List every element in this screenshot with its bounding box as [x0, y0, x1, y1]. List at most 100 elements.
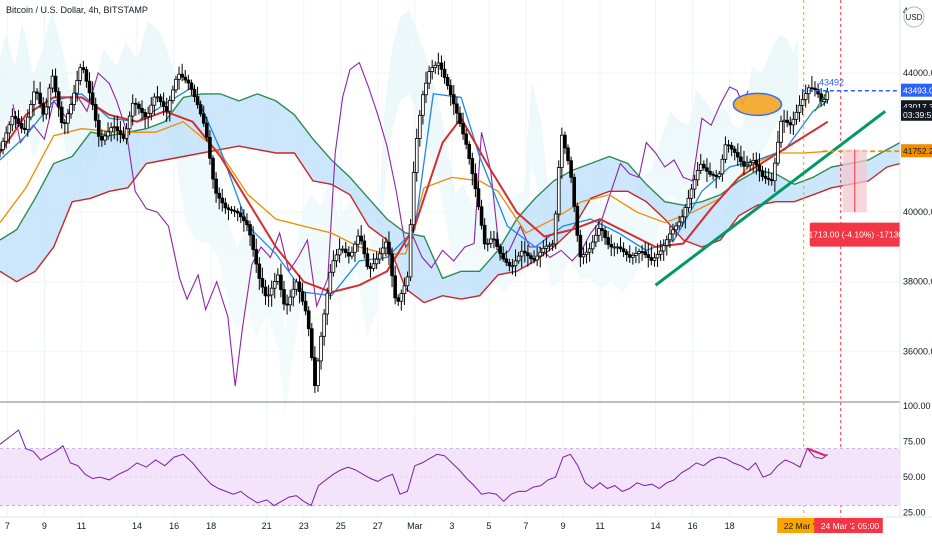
- bearish-candle[interactable]: [739, 156, 743, 163]
- bullish-candle[interactable]: [803, 93, 808, 100]
- bearish-candle[interactable]: [785, 119, 789, 123]
- bearish-candle[interactable]: [467, 143, 472, 160]
- bullish-candle[interactable]: [720, 158, 725, 175]
- bullish-candle[interactable]: [421, 94, 425, 116]
- bullish-candle[interactable]: [7, 124, 12, 134]
- bullish-candle[interactable]: [405, 276, 410, 287]
- bullish-candle[interactable]: [411, 172, 416, 226]
- bearish-candle[interactable]: [649, 257, 654, 261]
- bearish-candle[interactable]: [445, 77, 450, 86]
- bearish-candle[interactable]: [238, 212, 243, 218]
- bearish-candle[interactable]: [343, 248, 348, 253]
- bullish-candle[interactable]: [612, 246, 617, 249]
- bullish-candle[interactable]: [356, 235, 360, 245]
- bullish-candle[interactable]: [124, 128, 129, 139]
- bearish-candle[interactable]: [396, 297, 401, 302]
- bullish-candle[interactable]: [547, 244, 552, 247]
- bearish-candle[interactable]: [245, 220, 249, 226]
- bearish-candle[interactable]: [251, 234, 255, 250]
- bearish-candle[interactable]: [742, 161, 746, 167]
- bullish-candle[interactable]: [291, 288, 296, 298]
- bearish-candle[interactable]: [53, 75, 58, 93]
- bullish-candle[interactable]: [692, 179, 697, 190]
- bullish-candle[interactable]: [75, 80, 79, 94]
- bullish-candle[interactable]: [0, 149, 2, 151]
- bearish-candle[interactable]: [609, 244, 614, 248]
- bullish-candle[interactable]: [590, 241, 595, 250]
- bearish-candle[interactable]: [189, 82, 194, 90]
- bearish-candle[interactable]: [211, 157, 215, 180]
- bearish-candle[interactable]: [766, 177, 771, 180]
- bullish-candle[interactable]: [748, 162, 752, 166]
- bullish-candle[interactable]: [316, 360, 320, 386]
- bearish-candle[interactable]: [223, 202, 228, 209]
- bearish-candle[interactable]: [526, 252, 530, 257]
- bullish-candle[interactable]: [556, 167, 561, 215]
- bearish-candle[interactable]: [186, 79, 191, 84]
- bearish-candle[interactable]: [726, 144, 731, 147]
- bullish-candle[interactable]: [152, 96, 157, 106]
- bullish-candle[interactable]: [695, 170, 700, 181]
- bearish-candle[interactable]: [763, 176, 768, 179]
- bullish-candle[interactable]: [155, 96, 160, 99]
- bullish-candle[interactable]: [319, 335, 323, 362]
- bullish-candle[interactable]: [516, 255, 521, 262]
- bullish-candle[interactable]: [587, 248, 592, 253]
- bullish-candle[interactable]: [535, 255, 539, 261]
- bullish-candle[interactable]: [791, 118, 796, 126]
- bullish-candle[interactable]: [510, 265, 515, 268]
- bearish-candle[interactable]: [816, 89, 820, 95]
- bearish-candle[interactable]: [161, 101, 166, 107]
- bearish-candle[interactable]: [606, 237, 610, 245]
- bullish-candle[interactable]: [4, 132, 8, 142]
- bullish-candle[interactable]: [414, 138, 419, 173]
- bearish-candle[interactable]: [498, 246, 502, 254]
- bearish-candle[interactable]: [702, 163, 706, 169]
- bearish-candle[interactable]: [492, 238, 496, 241]
- bullish-candle[interactable]: [294, 281, 299, 290]
- bearish-candle[interactable]: [208, 136, 212, 159]
- bearish-candle[interactable]: [134, 102, 138, 105]
- bearish-candle[interactable]: [93, 104, 98, 121]
- bullish-candle[interactable]: [541, 247, 546, 253]
- bearish-candle[interactable]: [470, 158, 475, 175]
- bullish-candle[interactable]: [698, 163, 703, 171]
- bullish-candle[interactable]: [436, 62, 441, 66]
- bearish-candle[interactable]: [205, 122, 209, 138]
- bearish-candle[interactable]: [479, 206, 484, 226]
- bearish-candle[interactable]: [476, 188, 481, 208]
- bullish-candle[interactable]: [334, 254, 339, 262]
- bullish-candle[interactable]: [337, 248, 342, 256]
- bearish-candle[interactable]: [282, 289, 286, 305]
- bullish-candle[interactable]: [751, 159, 756, 164]
- bearish-candle[interactable]: [63, 122, 67, 124]
- bearish-candle[interactable]: [235, 211, 240, 214]
- bearish-candle[interactable]: [387, 241, 391, 255]
- ascending-trendline[interactable]: [654, 110, 887, 287]
- bullish-candle[interactable]: [631, 254, 635, 258]
- drawing-overlays[interactable]: 43492 -1713.00 (-4.10%) -171300: [654, 0, 908, 525]
- bearish-candle[interactable]: [362, 240, 367, 255]
- bearish-candle[interactable]: [248, 224, 252, 236]
- bearish-candle[interactable]: [232, 210, 237, 212]
- bearish-candle[interactable]: [368, 266, 373, 269]
- bearish-candle[interactable]: [220, 197, 225, 204]
- bearish-candle[interactable]: [451, 94, 456, 105]
- bearish-candle[interactable]: [393, 275, 397, 299]
- bearish-candle[interactable]: [214, 178, 218, 194]
- bearish-candle[interactable]: [121, 134, 126, 139]
- bearish-candle[interactable]: [646, 254, 651, 258]
- bearish-candle[interactable]: [16, 118, 21, 124]
- bearish-candle[interactable]: [442, 68, 447, 78]
- bullish-candle[interactable]: [658, 250, 663, 255]
- bullish-candle[interactable]: [424, 82, 428, 96]
- bearish-candle[interactable]: [183, 76, 188, 81]
- bearish-candle[interactable]: [813, 87, 817, 91]
- bullish-candle[interactable]: [822, 98, 827, 103]
- bullish-candle[interactable]: [288, 296, 292, 306]
- bearish-candle[interactable]: [313, 357, 317, 386]
- bullish-candle[interactable]: [686, 197, 691, 208]
- bearish-candle[interactable]: [158, 96, 163, 103]
- bullish-candle[interactable]: [593, 234, 598, 243]
- bearish-candle[interactable]: [390, 253, 394, 277]
